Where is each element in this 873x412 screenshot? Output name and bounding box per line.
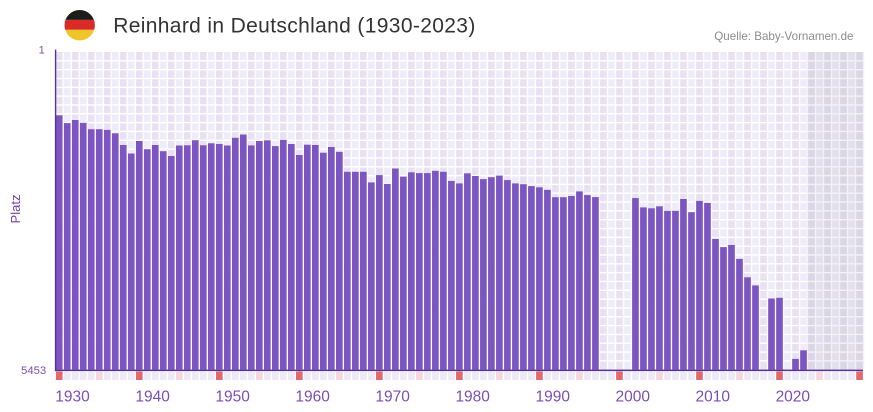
svg-text:1940: 1940 <box>135 389 170 406</box>
svg-text:1950: 1950 <box>215 389 250 406</box>
svg-text:1990: 1990 <box>535 389 570 406</box>
svg-text:1: 1 <box>39 45 45 57</box>
svg-text:2020: 2020 <box>776 389 811 406</box>
svg-text:2010: 2010 <box>696 389 731 406</box>
svg-text:Platz: Platz <box>8 195 23 224</box>
svg-text:Quelle: Baby-Vornamen.de: Quelle: Baby-Vornamen.de <box>714 30 853 43</box>
svg-text:1930: 1930 <box>55 389 90 406</box>
svg-text:1980: 1980 <box>455 389 490 406</box>
svg-text:1970: 1970 <box>375 389 410 406</box>
svg-text:Reinhard in Deutschland (1930-: Reinhard in Deutschland (1930-2023) <box>113 14 475 37</box>
svg-text:5453: 5453 <box>21 365 46 377</box>
svg-text:1960: 1960 <box>295 389 330 406</box>
svg-text:2000: 2000 <box>616 389 651 406</box>
